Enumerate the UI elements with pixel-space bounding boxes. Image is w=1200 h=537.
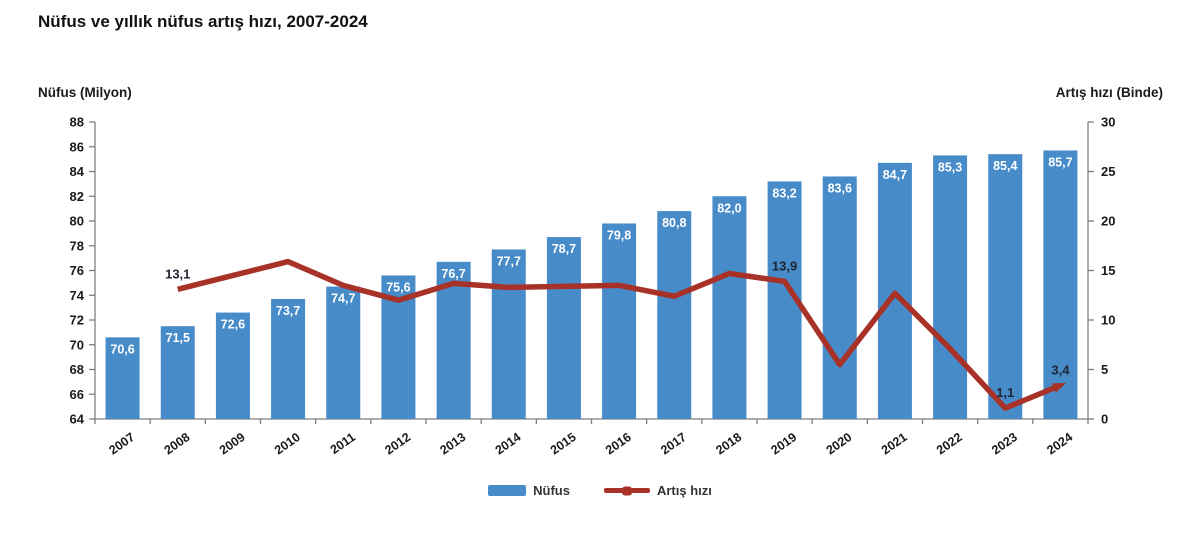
- x-axis-category-label: 2018: [713, 430, 744, 457]
- bar-value-label: 85,3: [938, 160, 962, 174]
- bar-2008: [160, 326, 195, 419]
- bar-2011: [326, 286, 361, 419]
- left-axis-tick-label: 84: [70, 164, 85, 179]
- bar-value-label: 73,7: [276, 304, 300, 318]
- x-axis-category-label: 2020: [824, 430, 855, 457]
- bar-value-label: 74,7: [331, 292, 355, 306]
- x-axis-category-label: 2024: [1044, 430, 1075, 457]
- right-axis-tick-label: 20: [1101, 214, 1115, 229]
- x-axis-category-label: 2019: [768, 430, 799, 457]
- chart-legend: Nüfus Artış hızı: [0, 483, 1200, 498]
- left-axis-tick-label: 70: [70, 337, 84, 352]
- bar-2016: [602, 223, 637, 419]
- x-axis-category-label: 2012: [382, 430, 413, 457]
- x-axis-category-label: 2016: [603, 430, 634, 457]
- left-axis-tick-label: 64: [70, 412, 85, 427]
- bar-value-label: 85,7: [1048, 155, 1072, 169]
- bar-2014: [491, 249, 526, 419]
- legend-bar-label: Nüfus: [533, 483, 570, 498]
- right-axis-tick-label: 10: [1101, 313, 1115, 328]
- bar-value-label: 70,6: [110, 342, 134, 356]
- bar-value-label: 85,4: [993, 159, 1017, 173]
- legend-item-artis-hizi: Artış hızı: [603, 483, 712, 498]
- bar-2017: [657, 211, 692, 419]
- bar-2023: [988, 154, 1023, 420]
- bar-2009: [215, 312, 250, 419]
- right-axis-tick-label: 25: [1101, 164, 1115, 179]
- x-axis-category-label: 2023: [989, 430, 1020, 457]
- line-series-swatch: [603, 486, 650, 495]
- line-value-label-2008: 13,1: [165, 266, 190, 281]
- right-axis-tick-label: 5: [1101, 362, 1108, 377]
- x-axis-category-label: 2015: [548, 430, 579, 457]
- x-axis-category-label: 2022: [934, 430, 965, 457]
- left-axis-tick-label: 88: [70, 115, 84, 130]
- bar-value-label: 77,7: [497, 254, 521, 268]
- bar-2018: [712, 196, 747, 419]
- bar-value-label: 83,6: [828, 181, 852, 195]
- bar-value-label: 75,6: [386, 280, 410, 294]
- x-axis-category-label: 2021: [879, 430, 910, 457]
- x-axis-category-label: 2011: [328, 430, 358, 457]
- left-axis-tick-label: 78: [70, 238, 84, 253]
- bar-value-label: 80,8: [662, 216, 686, 230]
- line-marker-icon: [621, 486, 632, 495]
- line-value-label-2019: 13,9: [772, 258, 797, 273]
- bar-value-label: 76,7: [441, 267, 465, 281]
- left-axis-tick-label: 80: [70, 214, 84, 229]
- chart-title: Nüfus ve yıllık nüfus artış hızı, 2007-2…: [38, 12, 368, 31]
- bar-value-label: 84,7: [883, 168, 907, 182]
- bar-value-label: 78,7: [552, 242, 576, 256]
- left-axis-tick-label: 76: [70, 263, 84, 278]
- x-axis-category-label: 2017: [658, 430, 689, 457]
- bar-value-label: 82,0: [717, 201, 741, 215]
- bar-2015: [546, 237, 581, 419]
- legend-item-nufus: Nüfus: [488, 483, 570, 498]
- right-axis-tick-label: 0: [1101, 412, 1108, 427]
- x-axis-category-label: 2014: [493, 430, 524, 457]
- right-axis-tick-label: 15: [1101, 263, 1115, 278]
- left-axis-tick-label: 68: [70, 362, 84, 377]
- right-axis-title: Artış hızı (Binde): [1055, 85, 1163, 100]
- bar-value-label: 83,2: [772, 186, 796, 200]
- bar-value-label: 71,5: [166, 331, 190, 345]
- x-axis-category-label: 2010: [272, 430, 303, 457]
- left-axis-tick-label: 74: [70, 288, 85, 303]
- left-axis-title: Nüfus (Milyon): [38, 85, 132, 100]
- line-value-label-2023: 1,1: [996, 385, 1014, 400]
- x-axis-category-label: 2007: [106, 430, 137, 457]
- left-axis-tick-label: 82: [70, 189, 84, 204]
- bar-2007: [105, 337, 140, 419]
- bar-value-label: 79,8: [607, 228, 631, 242]
- bar-2022: [933, 155, 968, 419]
- x-axis-category-label: 2013: [437, 430, 468, 457]
- left-axis-tick-label: 86: [70, 139, 84, 154]
- legend-line-label: Artış hızı: [656, 483, 712, 498]
- bar-2020: [822, 176, 857, 419]
- left-axis-tick-label: 72: [70, 313, 84, 328]
- bar-2010: [271, 298, 306, 419]
- bar-series-swatch: [488, 485, 527, 496]
- bar-2024: [1043, 150, 1078, 419]
- growth-rate-line: [177, 258, 1066, 411]
- right-axis-tick-label: 30: [1101, 115, 1115, 130]
- bar-value-label: 72,6: [221, 318, 245, 332]
- left-axis-tick-label: 66: [70, 387, 84, 402]
- line-value-label-2024: 3,4: [1051, 362, 1070, 377]
- x-axis-category-label: 2008: [162, 430, 193, 457]
- x-axis-category-label: 2009: [217, 430, 248, 457]
